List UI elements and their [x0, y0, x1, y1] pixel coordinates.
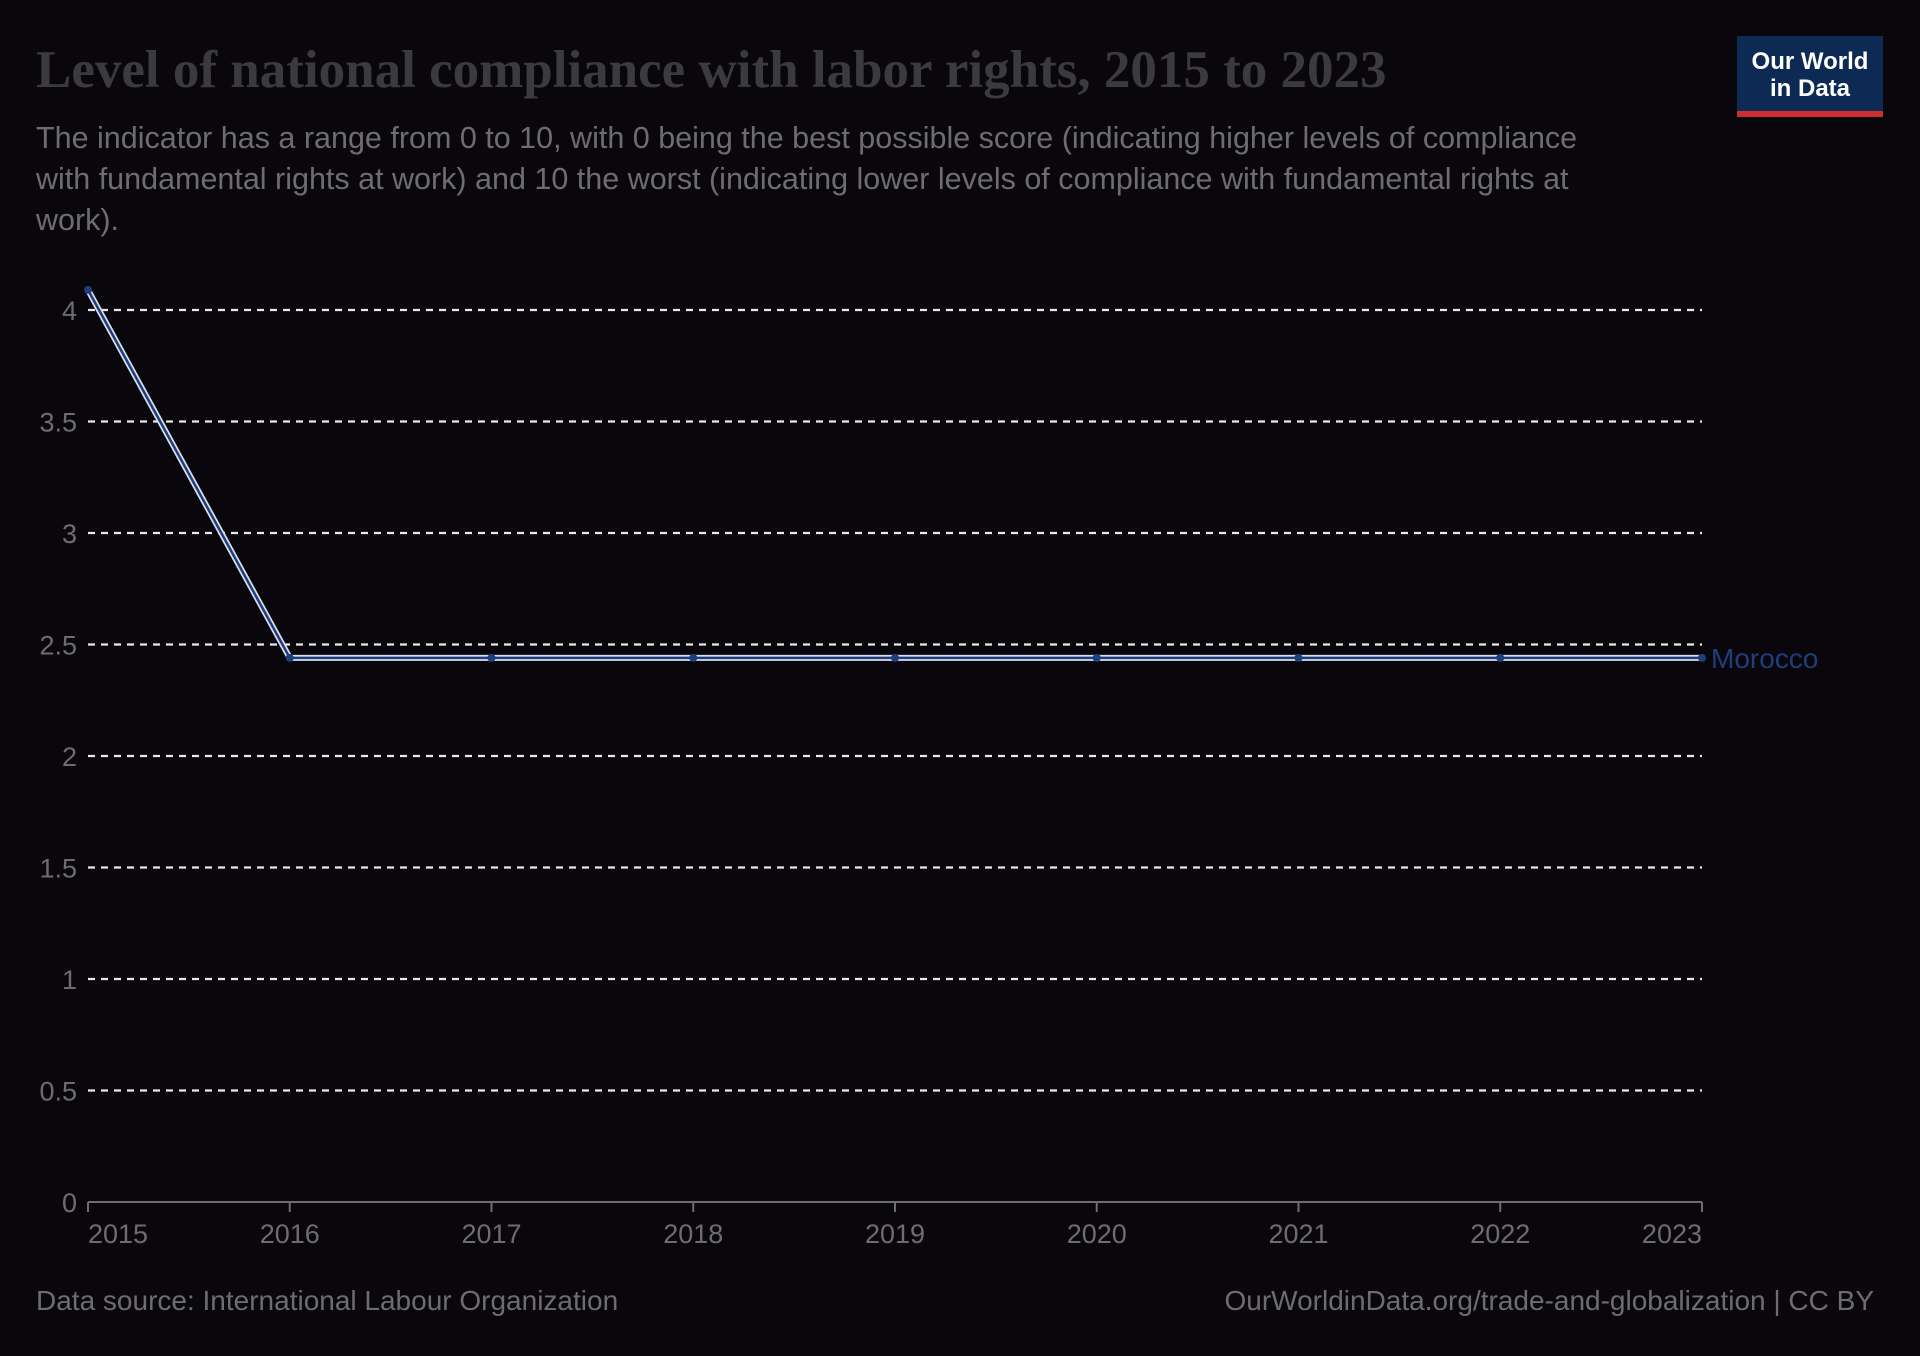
- x-tick-label: 2023: [1642, 1219, 1702, 1249]
- grid-lines: [88, 308, 1702, 1092]
- data-point[interactable]: [1092, 653, 1101, 662]
- data-point[interactable]: [1294, 653, 1303, 662]
- x-tick-label: 2019: [865, 1219, 925, 1249]
- y-tick-label: 0.5: [39, 1077, 77, 1107]
- data-point[interactable]: [84, 285, 92, 294]
- logo-line-2: in Data: [1769, 75, 1850, 102]
- series-line-halo: [85, 288, 1702, 661]
- series-label: Morocco: [1711, 643, 1818, 674]
- y-axis: 0 0.5 1 1.5 2 2.5 3 3.5 4: [39, 296, 77, 1218]
- license-link[interactable]: OurWorldinData.org/trade-and-globalizati…: [1224, 1285, 1874, 1316]
- y-tick-label: 2.5: [39, 631, 77, 661]
- x-tick-label: 2020: [1067, 1219, 1127, 1249]
- series-layer: Morocco: [84, 285, 1818, 674]
- y-tick-label: 1.5: [39, 854, 77, 884]
- data-source-note: Data source: International Labour Organi…: [36, 1285, 619, 1316]
- y-tick-label: 3: [62, 519, 77, 549]
- x-tick-label: 2017: [461, 1219, 521, 1249]
- chart-subtitle: The indicator has a range from 0 to 10, …: [36, 121, 1578, 237]
- data-point[interactable]: [1496, 653, 1505, 662]
- data-point[interactable]: [891, 653, 899, 662]
- x-tick-label: 2022: [1470, 1219, 1530, 1249]
- logo-line-1: Our World: [1751, 48, 1869, 75]
- x-axis: 2015 2016 2017 2018 2019 2020 2021 2022 2023: [87, 1201, 1703, 1249]
- data-point[interactable]: [689, 653, 698, 662]
- x-tick-label: 2015: [88, 1219, 148, 1249]
- y-tick-label: 0: [62, 1188, 77, 1218]
- x-tick-label: 2018: [663, 1219, 723, 1249]
- data-point[interactable]: [487, 653, 496, 662]
- x-tick-label: 2016: [260, 1219, 320, 1249]
- data-point[interactable]: [1698, 653, 1706, 662]
- owid-logo[interactable]: Our World in Data: [1737, 36, 1883, 117]
- data-point[interactable]: [285, 653, 294, 662]
- y-tick-label: 1: [62, 965, 77, 995]
- x-tick-label: 2021: [1268, 1219, 1328, 1249]
- y-tick-label: 3.5: [39, 408, 77, 438]
- y-tick-label: 2: [62, 742, 77, 772]
- chart-title: Level of national compliance with labor …: [36, 41, 1387, 99]
- series-line-morocco[interactable]: [86, 289, 1702, 660]
- y-tick-label: 4: [62, 296, 77, 326]
